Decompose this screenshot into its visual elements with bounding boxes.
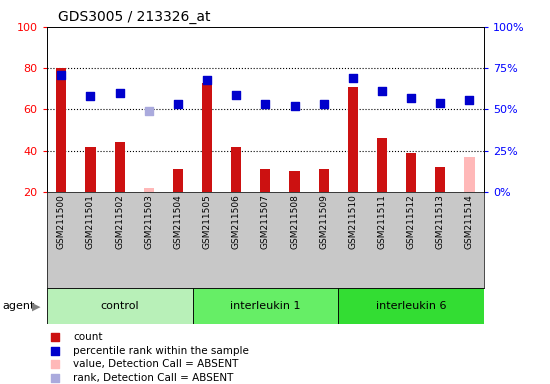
Point (51, 334, 60, 340)
Point (116, 90, 124, 96)
Bar (85, 147, 96, 192)
Bar (202, 83, 212, 192)
Point (406, 95, 416, 101)
Point (51, 375, 60, 381)
Point (465, 96, 474, 103)
Text: GSM211504: GSM211504 (173, 194, 183, 249)
Bar (406, 153, 416, 192)
Text: ▶: ▶ (32, 301, 40, 311)
Text: GSM211513: GSM211513 (436, 194, 445, 249)
Text: control: control (100, 301, 139, 311)
Bar (192, 288, 338, 324)
Point (57, 72, 66, 78)
Text: GSM211501: GSM211501 (86, 194, 95, 249)
Text: GSM211500: GSM211500 (57, 194, 66, 249)
Point (51, 348, 60, 354)
Bar (348, 87, 358, 192)
Bar (377, 138, 387, 192)
Text: percentile rank within the sample: percentile rank within the sample (73, 346, 249, 356)
Bar (289, 171, 300, 192)
Text: GSM211514: GSM211514 (465, 194, 474, 249)
Text: rank, Detection Call = ABSENT: rank, Detection Call = ABSENT (73, 373, 233, 383)
Text: GSM211502: GSM211502 (115, 194, 124, 249)
Text: GSM211509: GSM211509 (319, 194, 328, 249)
Text: GSM211508: GSM211508 (290, 194, 299, 249)
Point (144, 108, 153, 114)
Point (349, 75, 358, 81)
Point (86, 93, 95, 99)
Bar (56, 68, 67, 192)
Point (319, 101, 328, 108)
Text: GSM211506: GSM211506 (232, 194, 241, 249)
Text: GSM211512: GSM211512 (406, 194, 416, 249)
Text: GSM211507: GSM211507 (261, 194, 270, 249)
Bar (338, 288, 484, 324)
Text: agent: agent (3, 301, 35, 311)
Bar (260, 169, 271, 192)
Point (290, 103, 299, 109)
Bar (47, 288, 192, 324)
Bar (173, 169, 183, 192)
Point (51, 361, 60, 367)
Point (261, 101, 270, 108)
Point (377, 88, 386, 94)
Text: value, Detection Call = ABSENT: value, Detection Call = ABSENT (73, 359, 238, 369)
Point (232, 91, 240, 98)
Text: GSM211503: GSM211503 (144, 194, 153, 249)
Bar (318, 169, 329, 192)
Text: interleukin 6: interleukin 6 (376, 301, 447, 311)
Point (436, 100, 444, 106)
Bar (114, 142, 125, 192)
Text: GSM211510: GSM211510 (348, 194, 358, 249)
Bar (144, 188, 154, 192)
Point (202, 77, 211, 83)
Bar (435, 167, 446, 192)
Text: GSM211511: GSM211511 (377, 194, 387, 249)
Text: interleukin 1: interleukin 1 (230, 301, 301, 311)
Bar (464, 157, 475, 192)
Point (174, 101, 183, 108)
Text: GDS3005 / 213326_at: GDS3005 / 213326_at (58, 10, 210, 23)
Bar (231, 147, 241, 192)
Text: GSM211505: GSM211505 (202, 194, 212, 249)
Text: count: count (73, 332, 102, 342)
